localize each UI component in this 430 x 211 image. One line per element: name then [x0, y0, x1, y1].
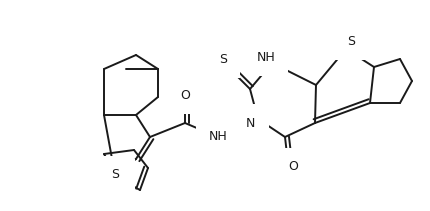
- Text: S: S: [114, 172, 122, 184]
- Text: S: S: [111, 169, 119, 181]
- Text: N: N: [245, 116, 255, 130]
- Text: NH: NH: [209, 130, 227, 143]
- Text: O: O: [180, 88, 190, 101]
- Text: S: S: [347, 35, 355, 47]
- Text: S: S: [219, 53, 227, 65]
- Text: O: O: [288, 161, 298, 173]
- Text: NH: NH: [257, 50, 275, 64]
- Text: N: N: [247, 116, 257, 130]
